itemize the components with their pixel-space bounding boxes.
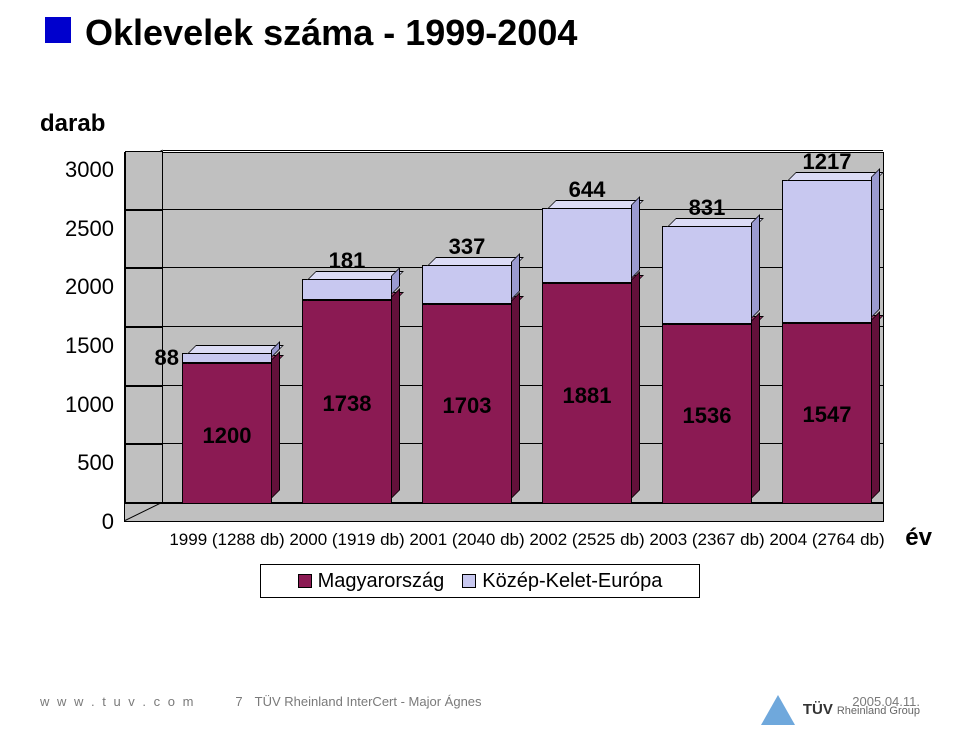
y-tick-label: 0: [102, 509, 114, 535]
footer-url: w w w . t u v . c o m: [40, 694, 195, 709]
bar-segment-top: 1217: [782, 180, 872, 323]
bar-value-bottom: 1703: [423, 393, 511, 419]
y-axis-labels: 050010001500200025003000: [40, 152, 120, 522]
y-tick-label: 2500: [65, 216, 114, 242]
y-tick-label: 500: [77, 450, 114, 476]
title-text: Oklevelek száma - 1999-2004: [85, 12, 577, 53]
bar-segment-top: 88: [182, 353, 272, 363]
bar-side-face: [631, 271, 640, 499]
x-tick-label: 2003 (2367 db): [649, 530, 764, 550]
y-tick-label: 3000: [65, 157, 114, 183]
y-tick-label: 1000: [65, 392, 114, 418]
bar-top-face: [187, 345, 284, 354]
legend-item: Közép-Kelet-Európa: [462, 570, 662, 593]
bar-value-top: 644: [543, 177, 631, 203]
bar-side-face: [631, 196, 640, 279]
bar-side-face: [871, 311, 880, 500]
legend-label: Magyarország: [318, 570, 445, 593]
x-axis-labels: 1999 (1288 db)2000 (1919 db)2001 (2040 d…: [124, 530, 884, 554]
bar-value-bottom: 1881: [543, 383, 631, 409]
legend-swatch: [462, 574, 476, 588]
y-tick-label: 2000: [65, 274, 114, 300]
y-tick-label: 1500: [65, 333, 114, 359]
legend-label: Közép-Kelet-Európa: [482, 570, 662, 593]
bar-value-top: 181: [303, 248, 391, 274]
bar-value-bottom: 1738: [303, 391, 391, 417]
legend: Magyarország Közép-Kelet-Európa: [260, 564, 700, 598]
bar-side-face: [511, 292, 520, 499]
tuv-logo: TÜV Rheinland Group: [761, 695, 920, 725]
bar-segment-bottom: 1200: [182, 363, 272, 504]
bar-segment-bottom: 1547: [782, 323, 872, 505]
bar-segment-bottom: 1738: [302, 300, 392, 504]
bar-segment-bottom: 1536: [662, 324, 752, 504]
tuv-triangle-icon: [761, 695, 795, 725]
bar-segment-top: 337: [422, 265, 512, 305]
x-tick-label: 2002 (2525 db): [529, 530, 644, 550]
x-axis-title: év: [905, 524, 932, 552]
bar-side-face: [751, 214, 760, 319]
chart-area: darab 0 500 1000 1500 2000 2500 3000 1200 88 173…: [40, 110, 910, 600]
bar-value-bottom: 1200: [183, 423, 271, 449]
footer-page: 7: [235, 694, 242, 709]
bar-value-top: 831: [663, 195, 751, 221]
x-tick-label: 1999 (1288 db): [169, 530, 284, 550]
bar-segment-top: 181: [302, 279, 392, 300]
bar-value-top: 337: [423, 234, 511, 260]
logo-main: TÜV: [803, 701, 833, 718]
bar-segment-bottom: 1881: [542, 283, 632, 504]
bar-side-face: [751, 312, 760, 499]
bar-segment-bottom: 1703: [422, 304, 512, 504]
bars-container: 1200 88 1738 181 1703 337 1881 644 1536 831 1547 12…: [124, 152, 884, 522]
bar-segment-top: 831: [662, 226, 752, 324]
slide-title: Oklevelek száma - 1999-2004: [45, 12, 577, 54]
gridline: [163, 150, 883, 151]
x-tick-label: 2004 (2764 db): [769, 530, 884, 550]
bar-side-face: [391, 288, 400, 499]
logo-sub: Rheinland Group: [837, 705, 920, 717]
legend-item: Magyarország: [298, 570, 445, 593]
bar-value-bottom: 1547: [783, 402, 871, 428]
bar-value-top: 1217: [783, 149, 871, 175]
footer-mid: TÜV Rheinland InterCert - Major Ágnes: [255, 694, 841, 709]
title-bullet-icon: [45, 17, 71, 43]
x-tick-label: 2001 (2040 db): [409, 530, 524, 550]
bar-value-top: 88: [145, 345, 179, 371]
bar-side-face: [871, 168, 880, 318]
legend-swatch: [298, 574, 312, 588]
x-tick-label: 2000 (1919 db): [289, 530, 404, 550]
y-axis-title: darab: [40, 110, 105, 138]
bar-segment-top: 644: [542, 208, 632, 284]
bar-value-bottom: 1536: [663, 403, 751, 429]
bar-side-face: [271, 351, 280, 499]
